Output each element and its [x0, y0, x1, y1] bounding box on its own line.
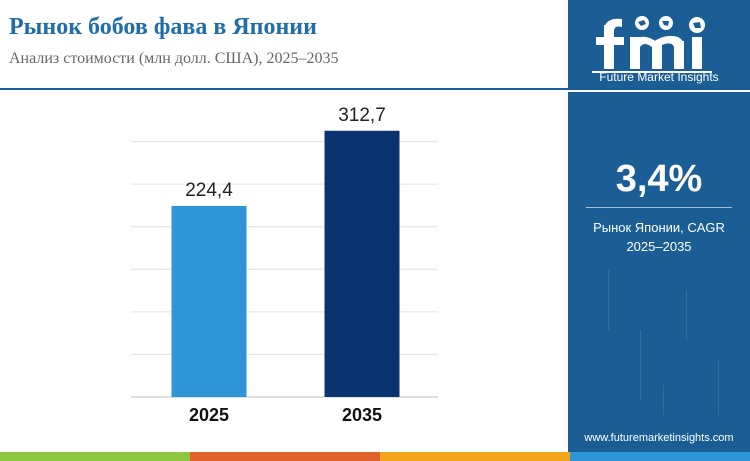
bar-2025 [171, 205, 247, 397]
data-label-2025: 224,4 [185, 180, 233, 201]
page-title: Рынок бобов фава в Японии [9, 14, 317, 40]
sidebar-panel: Future Market Insights 3,4% Рынок Японии… [568, 0, 750, 452]
logo-subtitle: Future Market Insights [599, 70, 719, 84]
page-subtitle: Анализ стоимости (млн долл. США), 2025–2… [9, 50, 339, 67]
bar-2035 [324, 130, 400, 397]
cagr-value: 3,4% [615, 158, 703, 200]
website-link[interactable]: www.futuremarketinsights.com [584, 432, 734, 444]
data-label-2035: 312,7 [338, 105, 386, 126]
fmi-logo [592, 16, 712, 73]
bar-chart: 224,4 2025 312,7 2035 [131, 105, 438, 425]
cagr-label: Рынок Японии, CAGR 2025–2035 [568, 218, 750, 256]
footer-segment [380, 452, 570, 461]
footer-segment [0, 452, 190, 461]
x-tick-label-2035: 2035 [342, 405, 382, 425]
cagr-divider [586, 207, 732, 208]
chart-header: Рынок бобов фава в Японии Анализ стоимос… [0, 0, 568, 88]
footer-color-bar [0, 452, 750, 461]
cagr-label-line2: 2025–2035 [626, 239, 692, 254]
footer-segment [190, 452, 380, 461]
x-tick-label-2025: 2025 [189, 405, 229, 425]
sidebar-divider [568, 90, 750, 92]
chart-area: 224,4 2025 312,7 2035 [0, 90, 568, 452]
header-divider [0, 88, 568, 90]
footer-segment [570, 452, 750, 461]
cagr-label-line1: Рынок Японии, CAGR [593, 220, 725, 235]
